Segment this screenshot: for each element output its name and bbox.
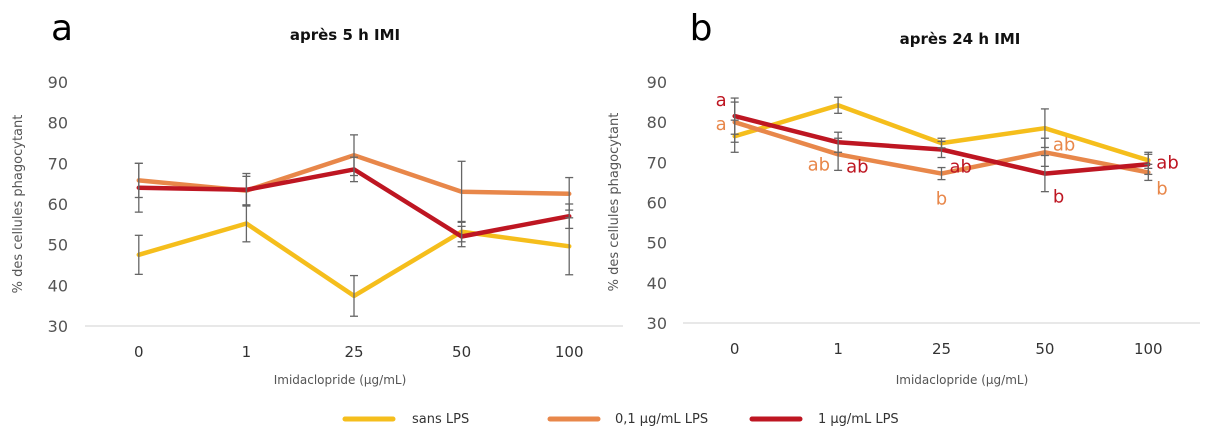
- y-tick-label: 40: [48, 276, 68, 295]
- x-tick-label: 25: [344, 343, 363, 361]
- chart-title: après 5 h IMI: [290, 26, 400, 44]
- y-tick-label: 30: [48, 317, 68, 336]
- error-bar: [834, 96, 843, 114]
- error-bar: [834, 131, 843, 153]
- x-tick-label: 0: [730, 340, 740, 358]
- y-tick-label: 40: [647, 274, 667, 293]
- y-tick-label: 90: [647, 73, 667, 92]
- error-bar: [565, 203, 574, 230]
- error-bar: [134, 234, 143, 276]
- x-axis-label: Imidaclopride (µg/mL): [274, 373, 407, 387]
- y-axis-label: % des cellules phagocytant: [11, 115, 26, 294]
- legend: sans LPS 0,1 µg/mL LPS 1 µg/mL LPS: [342, 412, 899, 427]
- y-axis-label: % des cellules phagocytant: [607, 113, 622, 292]
- error-bar: [730, 97, 739, 135]
- error-bar: [1144, 153, 1153, 176]
- significance-label: b: [1053, 186, 1064, 207]
- y-tick-label: 90: [48, 73, 68, 92]
- y-tick-label: 70: [48, 154, 68, 173]
- y-tick-label: 80: [48, 114, 68, 133]
- legend-label: 0,1 µg/mL LPS: [615, 412, 708, 427]
- x-tick-label: 1: [833, 340, 843, 358]
- significance-label: b: [1156, 178, 1167, 199]
- legend-item: sans LPS: [342, 412, 469, 427]
- significance-label: a: [716, 90, 727, 111]
- panel-letter: a: [51, 8, 73, 49]
- x-tick-label: 0: [134, 343, 144, 361]
- chart-title: après 24 h IMI: [900, 30, 1021, 48]
- chart-panel-b: b après 24 h IMI 30 40 50 60 70 80 90 0 1 25 50 100 Im…: [607, 8, 1200, 387]
- error-bar: [937, 140, 946, 159]
- y-tick-label: 70: [647, 153, 667, 172]
- legend-label: 1 µg/mL LPS: [818, 412, 899, 427]
- x-tick-label: 50: [1035, 340, 1054, 358]
- x-tick-label: 100: [555, 343, 584, 361]
- y-tick-label: 30: [647, 314, 667, 333]
- error-bar: [350, 274, 358, 317]
- panel-letter: b: [690, 8, 713, 49]
- y-tick-label: 50: [647, 234, 667, 253]
- x-tick-label: 100: [1134, 340, 1163, 358]
- x-axis-label: Imidaclopride (µg/mL): [896, 373, 1029, 387]
- y-tick-label: 60: [647, 194, 667, 213]
- x-tick-label: 50: [452, 343, 471, 361]
- error-bar: [134, 162, 143, 213]
- significance-label: a: [716, 114, 727, 135]
- y-tick-label: 50: [48, 236, 68, 255]
- chart-panel-a: a après 5 h IMI 30 40 50 60 70 80 90 0 1 25 50 100 Imi…: [11, 8, 623, 387]
- error-bar: [350, 156, 358, 183]
- significance-label: b: [936, 188, 947, 209]
- x-tick-label: 25: [932, 340, 951, 358]
- error-bar: [937, 166, 946, 181]
- x-tick-label: 1: [242, 343, 252, 361]
- error-bar: [457, 160, 466, 223]
- error-bar: [242, 172, 251, 207]
- legend-label: sans LPS: [412, 412, 469, 427]
- significance-label: ab: [846, 156, 868, 177]
- error-bar: [457, 225, 466, 248]
- error-bar: [1040, 154, 1049, 193]
- significance-label: ab: [1053, 134, 1075, 155]
- significance-label: ab: [1156, 152, 1178, 173]
- y-tick-label: 80: [647, 113, 667, 132]
- y-tick-label: 60: [48, 195, 68, 214]
- legend-item: 0,1 µg/mL LPS: [547, 412, 708, 427]
- significance-label: ab: [950, 156, 972, 177]
- legend-item: 1 µg/mL LPS: [749, 412, 899, 427]
- significance-label: ab: [808, 154, 830, 175]
